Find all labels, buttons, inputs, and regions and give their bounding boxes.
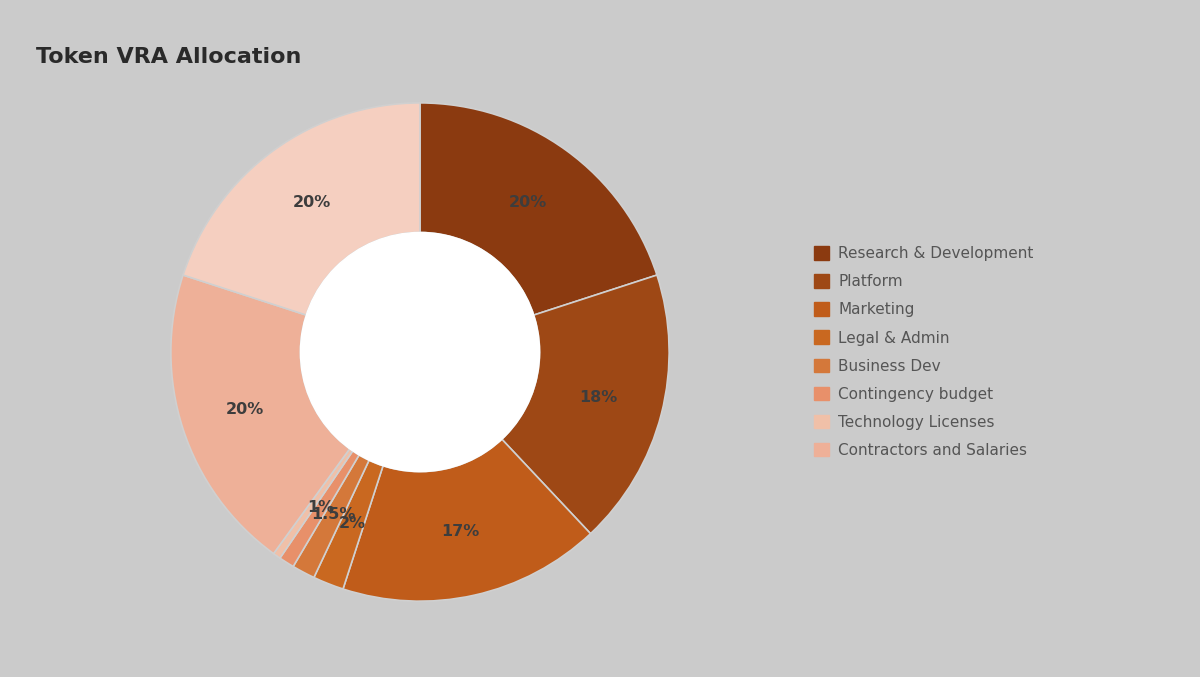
Wedge shape — [280, 451, 359, 567]
Text: Token VRA Allocation: Token VRA Allocation — [36, 47, 301, 68]
Legend: Research & Development, Platform, Marketing, Legal & Admin, Business Dev, Contin: Research & Development, Platform, Market… — [814, 246, 1033, 458]
Text: 20%: 20% — [509, 196, 547, 211]
Wedge shape — [293, 455, 370, 577]
Text: 20%: 20% — [226, 401, 264, 416]
Text: 17%: 17% — [442, 525, 479, 540]
Wedge shape — [502, 275, 670, 533]
Text: 2%: 2% — [338, 516, 366, 531]
Circle shape — [300, 232, 540, 472]
Wedge shape — [314, 460, 383, 589]
Wedge shape — [184, 103, 420, 315]
Wedge shape — [343, 439, 590, 601]
Text: 1%: 1% — [307, 500, 335, 515]
Text: 1.5%: 1.5% — [312, 508, 356, 523]
Wedge shape — [420, 103, 656, 315]
Wedge shape — [170, 275, 349, 554]
Wedge shape — [274, 449, 353, 558]
Text: 18%: 18% — [580, 391, 618, 406]
Text: 20%: 20% — [293, 196, 331, 211]
